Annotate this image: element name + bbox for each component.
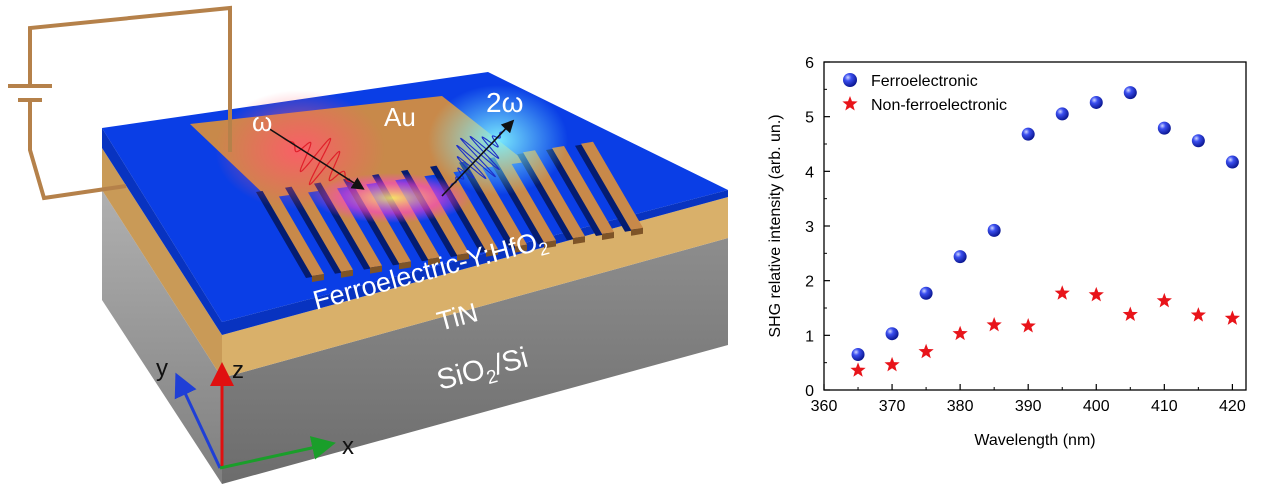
- omega-arrow: [267, 127, 365, 190]
- y-axis-title: SHG relative intensity (arb. un.): [767, 114, 784, 337]
- electrode-finger: [581, 141, 643, 230]
- non-ferroelectronic-point: [918, 343, 934, 359]
- ferroelectronic-point: [1021, 127, 1035, 141]
- substrate-label-sub: 2: [484, 366, 500, 389]
- x-tick-label: 410: [1151, 398, 1178, 415]
- axis-y-arrow: [174, 372, 222, 469]
- device-illustration: ω 2ω Au Ferroelectric-Y:HfO2 TiN SiO2/Si…: [8, 5, 728, 484]
- ferroelectric-label-sub: 2: [537, 238, 552, 260]
- tin-layer-right: [222, 197, 728, 378]
- y-tick-label: 6: [805, 55, 814, 72]
- non-ferroelectronic-point: [1156, 292, 1172, 308]
- x-tick-label: 400: [1083, 398, 1110, 415]
- circuit-wire-lower: [28, 100, 127, 201]
- substrate-right-face: [222, 238, 728, 484]
- non-ferroelectronic-point: [850, 362, 866, 377]
- x-tick-label: 420: [1219, 398, 1246, 415]
- ferroelectronic-point: [987, 223, 1001, 237]
- x-axis-title: Wavelength (nm): [974, 432, 1095, 449]
- electrode-finger-edge: [631, 227, 643, 236]
- ferroelectronic-point: [885, 327, 899, 341]
- x-tick-label: 390: [1015, 398, 1042, 415]
- y-tick-label: 5: [805, 110, 814, 127]
- non-ferroelectronic-point: [1190, 307, 1206, 322]
- ferroelectronic-point: [953, 250, 967, 264]
- x-tick-label: 370: [879, 398, 906, 415]
- electrode-finger-edge: [573, 236, 585, 245]
- non-ferroelectronic-point: [1122, 306, 1138, 322]
- electrode-finger: [552, 146, 614, 234]
- y-axis-ticks: 0 1 2 3 4 5 6: [805, 55, 830, 400]
- y-tick-label: 3: [805, 219, 814, 236]
- ferroelectronic-point: [1191, 134, 1205, 148]
- ferroelectronic-point: [1157, 121, 1171, 135]
- non-ferroelectronic-point: [986, 316, 1002, 332]
- non-ferroelectronic-point: [952, 325, 968, 341]
- non-ferroelectronic-point: [1088, 286, 1104, 302]
- circuit-wire: [28, 5, 232, 152]
- axis-x-arrow: [219, 436, 336, 470]
- electrode-finger-edge: [312, 274, 324, 282]
- electrode-finger-edge: [457, 253, 469, 261]
- x-tick-label: 380: [947, 398, 974, 415]
- electrode-finger-edge: [544, 240, 556, 249]
- legend-marker-non-ferroelectronic: [842, 96, 858, 111]
- tin-layer-front: [102, 148, 222, 378]
- electrode-finger-edge: [399, 261, 411, 270]
- ferroelectronic-point: [1123, 86, 1137, 100]
- electrode-finger-edge: [515, 244, 527, 253]
- electrode-finger-edge: [486, 248, 498, 257]
- two-omega-arrow: [441, 119, 515, 197]
- y-tick-label: 1: [805, 328, 814, 345]
- two-omega-label: 2ω: [486, 87, 523, 118]
- shg-scatter-chart: 360 370 380 390 400 410 420 0 1 2 3 4 5 6 Wavelength…: [767, 55, 1247, 449]
- ferroelectronic-point: [1225, 155, 1239, 169]
- legend: Ferroelectronic Non-ferroelectronic: [842, 73, 1007, 114]
- legend-label-ferroelectronic: Ferroelectronic: [871, 73, 978, 90]
- legend-marker-ferroelectronic: [843, 73, 857, 87]
- axis-z-label: z: [232, 357, 244, 384]
- y-tick-label: 2: [805, 274, 814, 291]
- electrode-finger: [262, 188, 324, 276]
- x-axis-ticks: 360 370 380 390 400 410 420: [811, 384, 1246, 415]
- beam-cyan-glow: [428, 85, 568, 195]
- beam-spot: [312, 173, 472, 223]
- axis-y-label: y: [156, 355, 168, 382]
- ferroelectronic-point: [919, 286, 933, 300]
- axis-x-label: x: [342, 433, 354, 460]
- electrode-finger-edge: [341, 269, 353, 278]
- non-ferroelectronic-point: [1054, 285, 1070, 300]
- data-markers: [850, 86, 1240, 377]
- au-label: Au: [384, 102, 416, 132]
- electrode-finger-edge: [428, 257, 440, 266]
- electrode-finger-edge: [602, 232, 614, 240]
- ferroelectronic-point: [1089, 95, 1103, 109]
- electrode-finger-edge: [370, 265, 382, 274]
- ferroelectric-front-edge: [102, 128, 222, 335]
- non-ferroelectronic-point: [1020, 318, 1036, 333]
- y-tick-label: 4: [805, 164, 814, 181]
- ferroelectronic-point: [851, 347, 865, 361]
- non-ferroelectronic-point: [884, 356, 900, 372]
- ferroelectronic-point: [1055, 107, 1069, 121]
- x-tick-label: 360: [811, 398, 838, 415]
- non-ferroelectronic-point: [1224, 310, 1240, 325]
- omega-label: ω: [252, 107, 272, 137]
- y-tick-label: 0: [805, 383, 814, 400]
- legend-label-non-ferroelectronic: Non-ferroelectronic: [871, 97, 1007, 114]
